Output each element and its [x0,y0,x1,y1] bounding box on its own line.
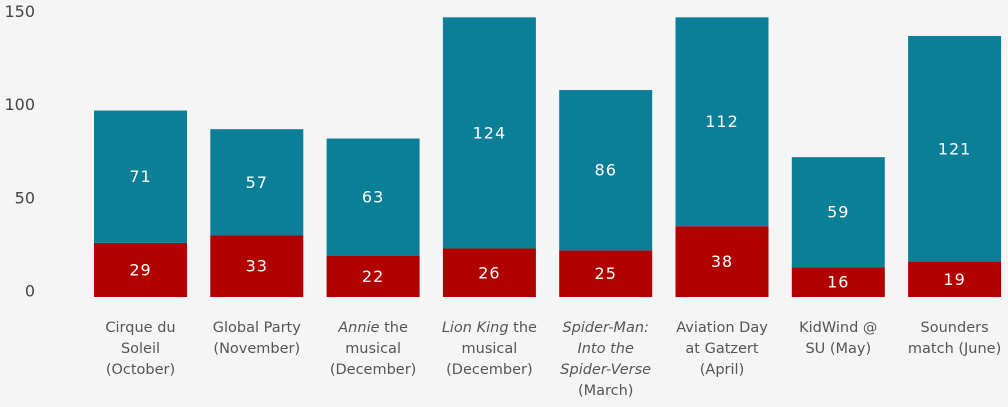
bar-segment-upper [210,129,304,236]
bars [94,17,1002,297]
data-label: 38 [711,252,733,271]
x-axis: Cirque du Soleil (October) Global Party (Nov… [105,320,1001,399]
data-label: 59 [827,203,849,222]
y-axis: 0 50 100 150 [4,2,35,301]
data-label: 19 [943,270,965,289]
bar-segment-upper [908,35,1002,262]
bar-segment-upper [442,17,536,249]
data-label: 71 [129,167,151,186]
bar-segment-upper [326,138,420,256]
bar-segment-lower [908,261,1002,297]
bar-segment-lower [94,242,187,297]
category-label: Lion King the musical (December) [442,320,537,378]
bar-segment-lower [791,267,885,297]
bar-segment-lower [326,255,420,297]
category-label: Global Party (November) [213,320,301,357]
data-label: 57 [246,173,268,192]
category-label: Annie the musical (December) [330,320,417,378]
category-label: Sounders match (June) [908,320,1001,357]
value-labels: 29 71 33 57 22 63 26 124 25 86 38 112 16 59 19 121 [129,112,972,292]
bar-segment-lower [442,248,536,297]
y-tick-label: 150 [4,2,35,21]
data-label: 16 [827,273,849,292]
bar-segment-lower [210,235,304,297]
bar-segment-upper [559,90,653,251]
category-label: KidWind @ SU (May) [799,320,877,357]
data-label: 33 [246,257,268,276]
bar-segment-lower [559,250,653,297]
category-label: Cirque du Soleil (October) [105,320,175,378]
bar-segment-lower [675,226,769,297]
data-label: 26 [478,263,500,282]
category-label: Aviation Day at Gatzert (April) [676,320,768,378]
data-label: 29 [129,260,151,279]
data-label: 112 [705,112,739,131]
data-label: 22 [362,267,384,286]
data-label: 124 [473,123,507,142]
bar-segment-upper [94,110,187,243]
data-label: 63 [362,188,384,207]
bar-segment-upper [675,17,769,227]
data-label: 25 [595,264,617,283]
bar-segment-upper [791,157,885,268]
y-tick-label: 0 [25,282,35,301]
category-label: Spider-Man: Into the Spider-Verse (March) [560,320,651,399]
y-tick-label: 50 [15,188,35,207]
y-tick-label: 100 [4,95,35,114]
data-label: 121 [938,139,972,158]
data-label: 86 [595,161,617,180]
